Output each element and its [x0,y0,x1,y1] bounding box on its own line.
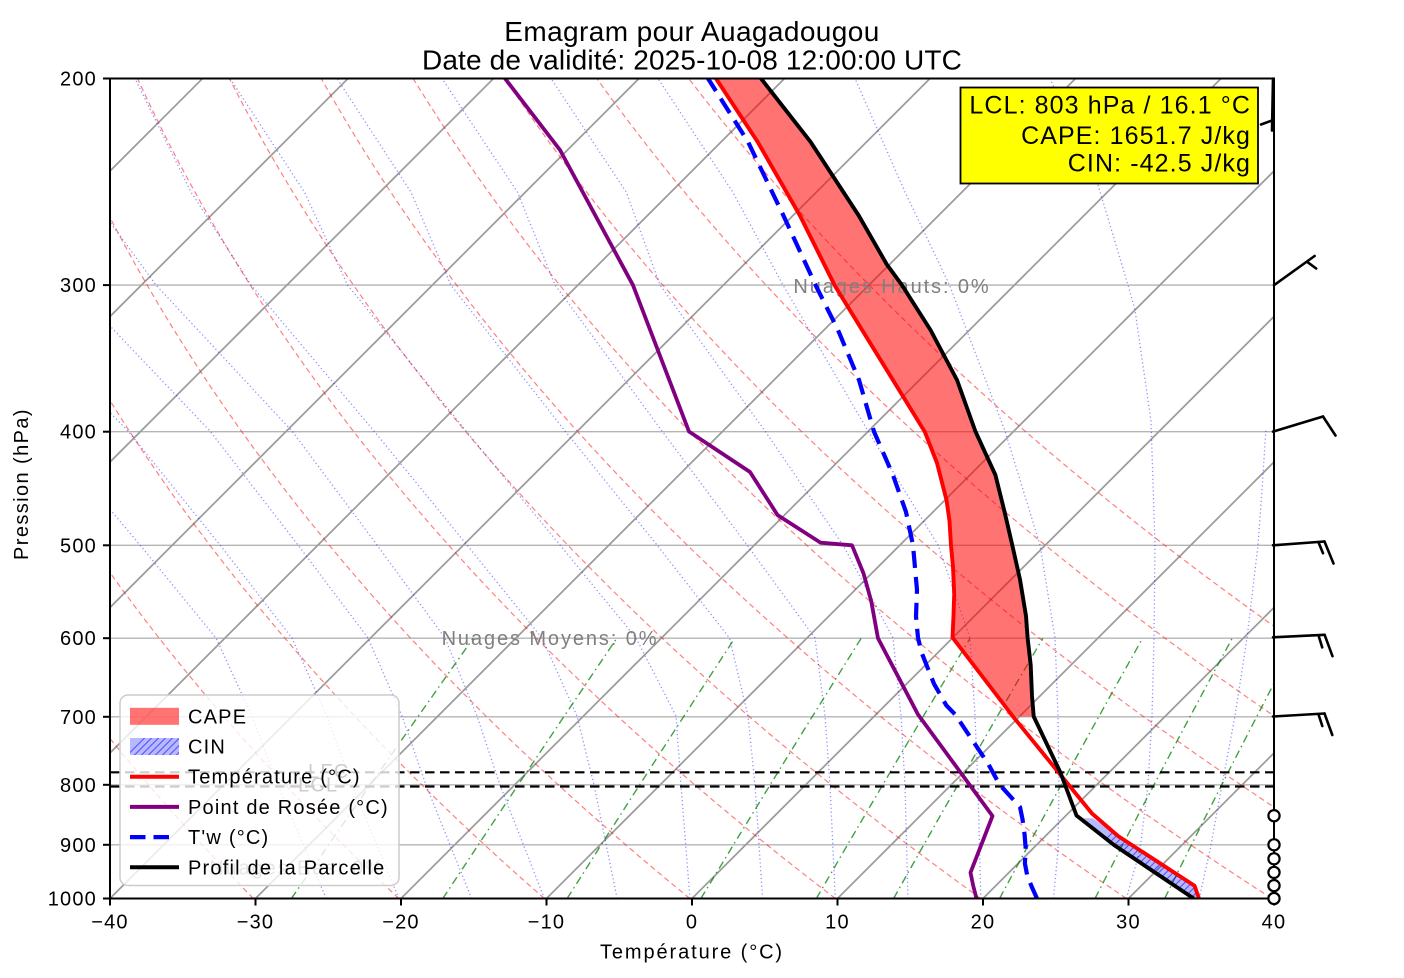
svg-text:Température (°C): Température (°C) [188,767,361,789]
svg-text:400: 400 [60,422,97,444]
svg-text:40: 40 [1262,912,1287,934]
svg-text:Emagram pour Auagadougou: Emagram pour Auagadougou [504,16,879,47]
svg-text:−30: −30 [237,912,275,934]
svg-text:Date de validité: 2025-10-08 1: Date de validité: 2025-10-08 12:00:00 UT… [422,45,962,76]
svg-text:20: 20 [971,912,996,934]
svg-text:Point de Rosée (°C): Point de Rosée (°C) [188,797,389,819]
svg-text:200: 200 [60,69,97,91]
svg-text:Nuages Moyens: 0%: Nuages Moyens: 0% [442,628,659,650]
svg-text:800: 800 [60,775,97,797]
svg-text:700: 700 [60,707,97,729]
svg-text:CAPE: 1651.7 J/kg: CAPE: 1651.7 J/kg [1021,122,1251,150]
svg-text:500: 500 [60,535,97,557]
svg-text:Profil de la Parcelle: Profil de la Parcelle [188,857,386,879]
svg-text:900: 900 [60,835,97,857]
svg-text:CAPE: CAPE [188,706,247,728]
svg-text:LCL: 803 hPa / 16.1 °C: LCL: 803 hPa / 16.1 °C [969,92,1251,120]
svg-text:0: 0 [686,912,698,934]
svg-text:1000: 1000 [48,889,97,911]
svg-text:Nuages Hauts: 0%: Nuages Hauts: 0% [793,276,990,298]
svg-text:600: 600 [60,628,97,650]
svg-text:−10: −10 [528,912,566,934]
svg-text:30: 30 [1116,912,1141,934]
svg-text:300: 300 [60,275,97,297]
svg-text:−40: −40 [91,912,129,934]
svg-text:CIN: -42.5 J/kg: CIN: -42.5 J/kg [1068,150,1251,178]
svg-text:T'w (°C): T'w (°C) [188,827,269,849]
svg-text:−20: −20 [382,912,420,934]
svg-text:10: 10 [825,912,850,934]
svg-text:Température (°C): Température (°C) [600,942,784,964]
svg-text:CIN: CIN [188,737,226,759]
svg-text:Pression (hPa): Pression (hPa) [11,408,33,560]
